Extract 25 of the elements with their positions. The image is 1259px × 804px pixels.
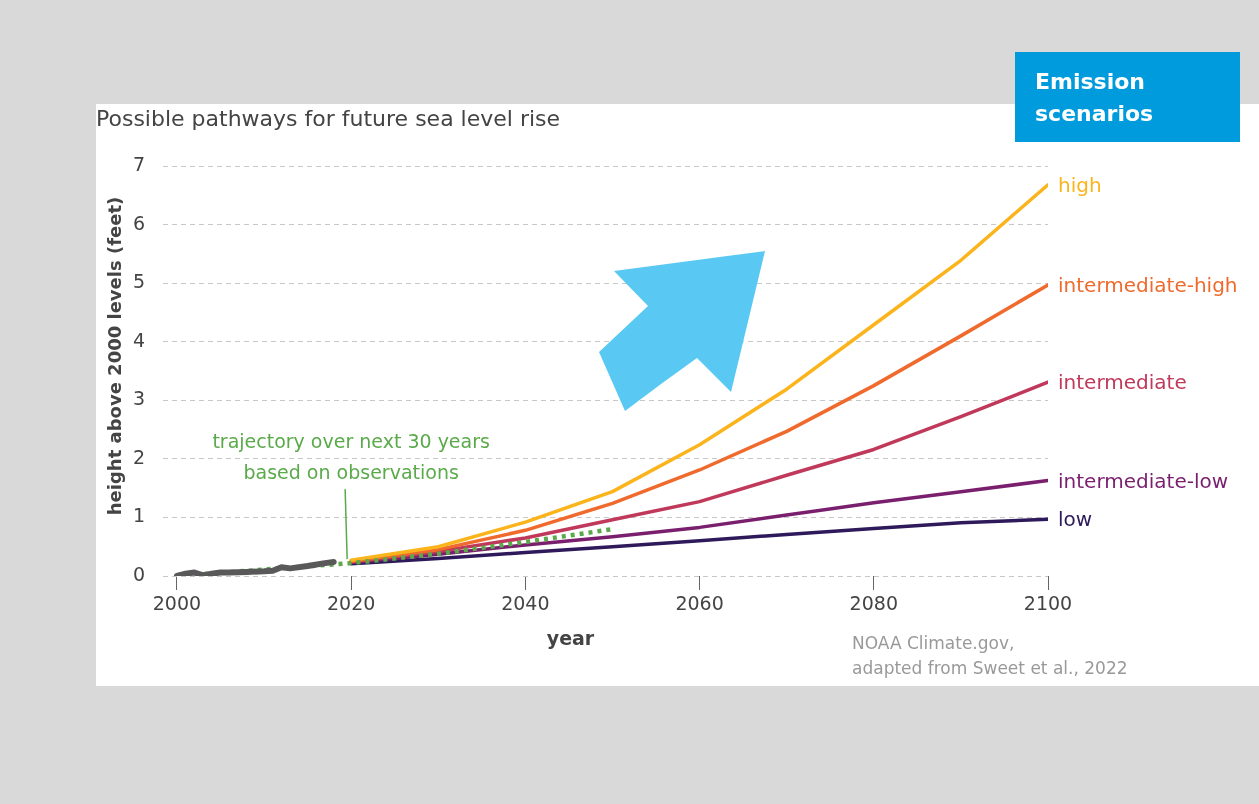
series-label: high [1058,172,1102,197]
legend-title: Emission scenarios [1015,52,1240,142]
series-label: intermediate-low [1058,468,1229,493]
annotation: trajectory over next 30 years based on observations [212,430,490,484]
x-axis-title: year [546,626,595,649]
y-tick-label: 7 [132,152,145,175]
y-tick-label: 1 [132,504,145,527]
x-tick-label: 2080 [849,592,898,615]
y-axis-title: height above 2000 levels (feet) [103,196,125,516]
y-tick-label: 5 [132,270,145,293]
y-tick-label: 2 [132,445,145,468]
series-label: intermediate [1058,370,1187,395]
x-tick-label: 2100 [1023,592,1073,615]
y-tick-label: 4 [132,328,145,351]
text: NOAA Climate.gov, adapted from Sweet et al., 2022 [852,633,1128,679]
x-tick-label: 2000 [152,592,202,615]
x-tick-label: 2020 [326,592,376,615]
y-tick-label: 0 [132,562,145,585]
series-label: low [1058,507,1093,532]
y-tick-label: 3 [132,387,145,410]
x-tick-label: 2060 [675,592,724,615]
chart-title: Possible pathways for future sea level rise [96,105,561,131]
series-label: intermediate-high [1058,273,1238,298]
y-tick-label: 6 [132,211,145,234]
x-tick-label: 2040 [501,592,550,615]
